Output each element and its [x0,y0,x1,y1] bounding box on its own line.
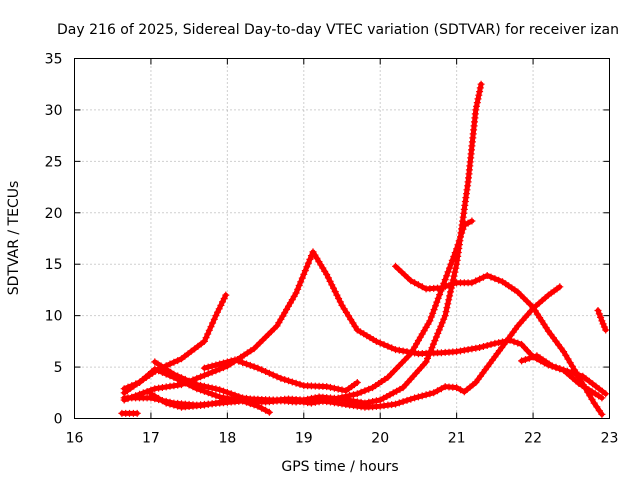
data-series [200,356,361,395]
plus-marker [392,262,606,418]
x-tick-label: 16 [66,431,84,447]
series-markers [118,409,141,417]
y-tick-label: 35 [45,52,63,68]
plus-marker [118,409,141,417]
series-markers [151,80,485,407]
series-markers [200,356,361,395]
x-axis-label: GPS time / hours [281,459,398,475]
y-axis-ticks: 0 5 10 15 20 25 30 35 [45,52,610,428]
chart-title: Day 216 of 2025, Sidereal Day-to-day VTE… [57,22,619,38]
x-tick-label: 18 [218,431,236,447]
plot-frame [74,58,610,419]
y-tick-label: 10 [45,309,63,325]
y-tick-label: 25 [45,154,63,170]
data-series [151,80,485,407]
y-axis-label: SDTVAR / TECUs [6,181,22,296]
x-axis-ticks: 16 17 18 19 20 21 22 23 [66,58,619,447]
data-series [118,409,141,417]
plus-marker [594,307,610,334]
series-markers [594,307,610,334]
series-line [121,249,605,403]
y-tick-label: 5 [54,360,63,376]
x-tick-label: 17 [142,431,160,447]
plus-marker [518,352,610,398]
y-tick-label: 30 [45,103,63,119]
data-series [147,283,564,411]
x-tick-label: 21 [448,431,466,447]
series-line [519,353,609,397]
data-series [518,352,610,398]
plus-marker [151,80,485,407]
series-markers [147,283,564,411]
x-tick-label: 20 [371,431,389,447]
y-tick-label: 15 [45,257,63,273]
plus-marker [200,356,361,395]
x-tick-label: 23 [601,431,619,447]
x-tick-label: 19 [295,431,313,447]
y-tick-label: 0 [54,412,63,428]
data-series [392,262,606,418]
series-markers [518,352,610,398]
plot-area [118,80,610,418]
data-series [594,307,610,334]
y-tick-label: 20 [45,206,63,222]
x-tick-label: 22 [524,431,542,447]
grid-lines [74,58,610,419]
series-markers [392,262,606,418]
plus-marker [147,283,564,411]
